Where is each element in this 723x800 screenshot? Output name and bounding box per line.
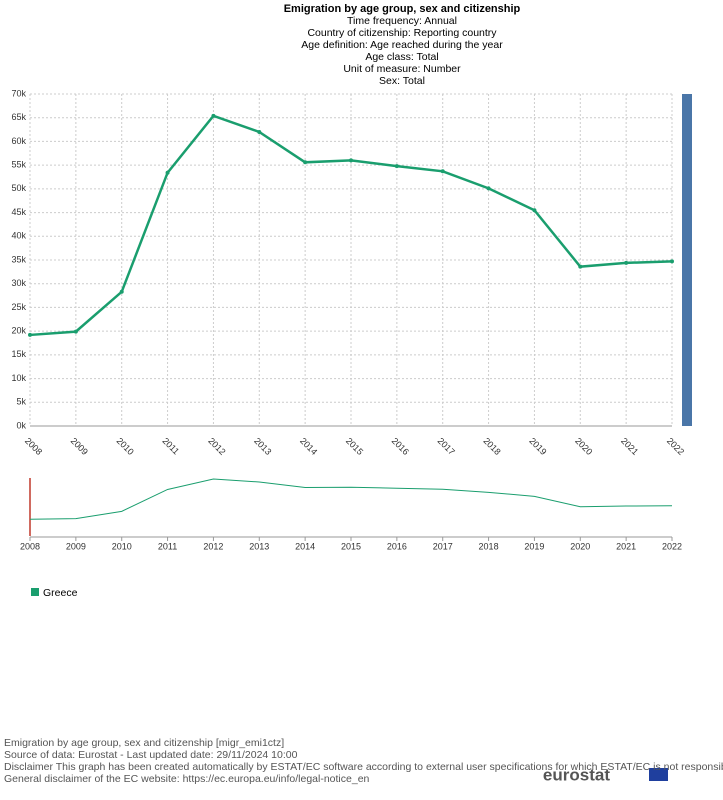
footer-line: Emigration by age group, sex and citizen… [4,737,284,749]
data-point [211,113,216,118]
y-tick-label: 70k [11,88,26,98]
y-tick-label: 5k [16,397,26,407]
x-tick-label: 2008 [23,436,44,457]
logo: eurostat [543,765,610,784]
data-point [624,260,629,265]
footer-line: General disclaimer of the EC website: ht… [4,773,370,785]
subtitle: Unit of measure: Number [343,63,461,75]
y-tick-label: 10k [11,373,26,383]
x-tick-label: 2017 [436,436,457,457]
y-tick-label: 55k [11,160,26,170]
navigator-line [29,478,673,520]
data-point [440,169,445,174]
footer-line: Disclaimer This graph has been created a… [4,761,723,773]
navigator-tick-label: 2017 [433,541,453,551]
x-tick-label: 2022 [665,436,686,457]
navigator-tick-label: 2010 [112,541,132,551]
y-tick-label: 25k [11,302,26,312]
y-tick-label: 65k [11,112,26,122]
navigator-tick-label: 2011 [158,541,177,551]
y-tick-label: 30k [11,278,26,288]
y-tick-label: 60k [11,136,26,146]
y-tick-label: 35k [11,254,26,264]
navigator-tick-label: 2021 [616,541,636,551]
navigator-tick-label: 2022 [662,541,682,551]
data-point [119,289,124,294]
data-point [670,259,674,264]
subtitle: Age class: Total [365,51,438,63]
x-tick-label: 2020 [573,436,594,457]
navigator-tick-label: 2014 [295,541,315,551]
y-tick-label: 20k [11,326,26,336]
navigator-tick-label: 2008 [20,541,40,551]
y-tick-label: 15k [11,349,26,359]
navigator-tick-label: 2019 [524,541,544,551]
navigator-tick-label: 2013 [249,541,269,551]
x-tick-label: 2016 [390,436,411,457]
x-tick-label: 2013 [252,436,273,457]
subtitle: Time frequency: Annual [347,15,457,27]
legend-swatch [31,588,39,596]
y-tick-label: 50k [11,183,26,193]
footer-line: Source of data: Eurostat - Last updated … [4,749,298,761]
x-tick-label: 2021 [619,436,640,457]
navigator-tick-label: 2009 [66,541,86,551]
y-tick-label: 45k [11,207,26,217]
data-point [28,332,32,337]
x-tick-label: 2011 [160,436,181,457]
data-point [73,329,78,334]
x-tick-label: 2019 [527,436,548,457]
data-point [303,160,308,165]
chart-title: Emigration by age group, sex and citizen… [284,3,521,15]
x-tick-label: 2014 [298,436,319,457]
y-tick-label: 0k [16,420,26,430]
x-tick-label: 2010 [115,436,136,457]
subtitle: Sex: Total [379,75,425,87]
subtitle: Age definition: Age reached during the y… [301,39,503,51]
x-tick-label: 2018 [481,436,502,457]
data-point [532,208,537,213]
navigator-tick-label: 2018 [479,541,499,551]
data-point [486,186,491,191]
data-point [349,158,353,163]
scrollbar[interactable] [682,94,692,426]
x-tick-label: 2009 [69,436,90,457]
eu-flag [649,768,668,781]
navigator-tick-label: 2012 [203,541,223,551]
x-tick-label: 2015 [344,436,365,457]
x-tick-label: 2012 [206,436,227,457]
data-point [257,129,262,134]
navigator-tick-label: 2015 [341,541,361,551]
data-point [165,170,170,175]
navigator-tick-label: 2020 [570,541,590,551]
y-tick-label: 40k [11,231,26,241]
legend-label: Greece [43,587,78,599]
subtitle: Country of citizenship: Reporting countr… [307,27,497,39]
data-point [394,164,399,169]
navigator-tick-label: 2016 [387,541,407,551]
data-point [578,264,583,269]
